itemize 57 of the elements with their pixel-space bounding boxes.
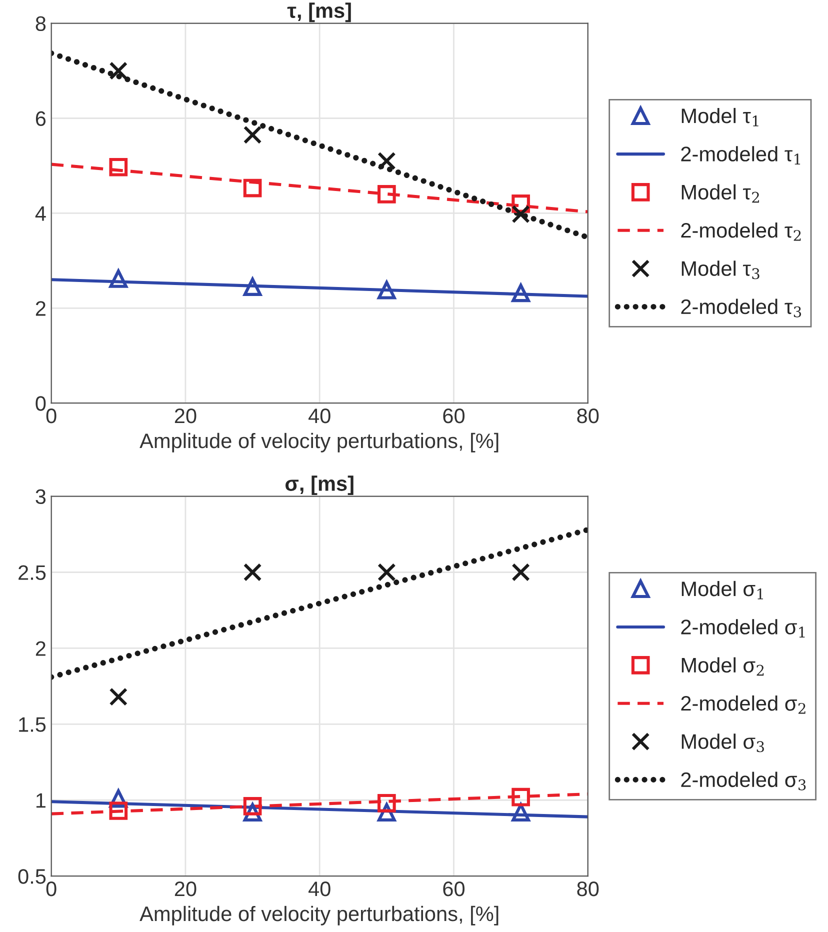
legend-label: Model τ$_{3}$	[682, 260, 760, 280]
point	[109, 688, 128, 706]
point	[243, 563, 262, 582]
x-tick-label: 40	[308, 408, 330, 424]
point	[378, 794, 396, 812]
point	[512, 563, 530, 582]
x-axis-title: Amplitude of velocity perturbations, [%]	[140, 906, 498, 926]
legend-label: Model σ$_{1}$	[682, 580, 763, 600]
point	[243, 126, 262, 144]
x-tick-label: 0	[46, 881, 56, 896]
point	[512, 204, 530, 224]
y-tick-label: 0	[36, 396, 46, 411]
chart-title: τ, [ms]	[287, 2, 351, 22]
point	[243, 797, 262, 816]
legend-label: Model τ$_{2}$	[682, 184, 759, 203]
x-tick-label: 80	[577, 408, 599, 424]
point	[109, 802, 128, 820]
legend-label: 2-modeled τ$_{2}$	[681, 222, 801, 241]
point	[243, 278, 262, 296]
y-tick-label: 3	[36, 489, 46, 504]
legend-label: Model σ$_{3}$	[682, 734, 764, 752]
y-tick-label: 6	[36, 111, 46, 126]
x-tick-label: 40	[308, 881, 330, 896]
point	[378, 152, 396, 170]
y-tick-label: 8	[36, 16, 46, 32]
y-tick-label: 0.5	[18, 869, 46, 884]
legend-label: Model σ$_{2}$	[682, 657, 764, 676]
point	[109, 62, 128, 80]
y-tick-label: 1.5	[19, 717, 46, 732]
y-tick-label: 2	[36, 301, 46, 316]
point	[512, 788, 530, 806]
y-tick-label: 2.5	[18, 565, 46, 580]
legend-label: 2-modeled σ$_{2}$	[681, 695, 806, 714]
legend-label: 2-modeled τ$_{1}$	[681, 146, 800, 164]
chart-title: σ, [ms]	[286, 476, 354, 496]
y-tick-label: 1	[36, 793, 46, 808]
point	[378, 563, 396, 582]
x-tick-label: 0	[46, 408, 56, 424]
x-tick-label: 60	[443, 408, 465, 424]
x-axis-title: Amplitude of velocity perturbations, [%]	[140, 432, 498, 452]
point	[109, 158, 128, 176]
point	[109, 270, 128, 288]
y-tick-label: 2	[36, 641, 46, 656]
point	[378, 280, 396, 300]
x-tick-label: 60	[443, 881, 465, 896]
point	[243, 178, 262, 198]
legend-label: 2-modeled σ$_{1}$	[681, 619, 805, 638]
x-tick-label: 20	[174, 408, 196, 424]
point	[378, 185, 396, 204]
point	[512, 284, 530, 302]
x-tick-label: 80	[577, 881, 599, 896]
point	[512, 803, 530, 822]
x-tick-label: 20	[174, 881, 196, 896]
y-tick-label: 4	[35, 206, 46, 221]
legend-label: 2-modeled τ$_{3}$	[681, 298, 802, 318]
legend-label: Model τ$_{1}$	[682, 108, 758, 126]
legend-label: 2-modeled σ$_{3}$	[681, 772, 806, 790]
